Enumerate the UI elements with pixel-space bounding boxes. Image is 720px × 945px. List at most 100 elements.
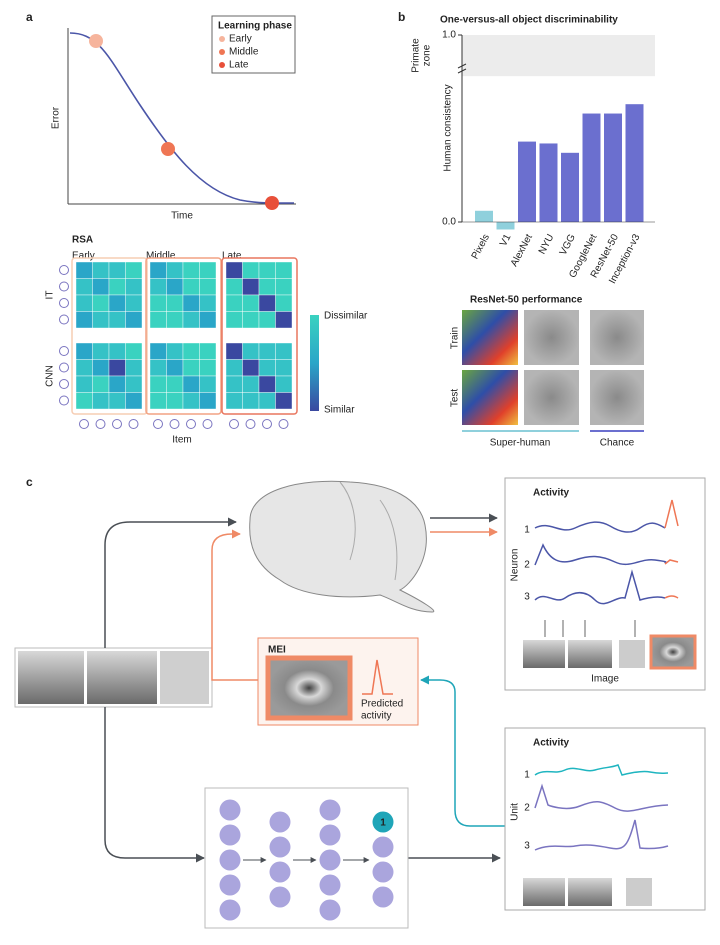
box-title: Activity — [533, 738, 570, 749]
item-icon — [229, 419, 239, 429]
mei-thumb — [649, 634, 697, 670]
panel-label: c — [26, 475, 33, 489]
row-label: 3 — [524, 841, 530, 852]
rsa-cell — [149, 278, 167, 296]
image-ticks — [544, 620, 636, 637]
mei-caption: Predicted — [361, 699, 403, 710]
rsa-cell — [242, 261, 260, 279]
rsa-cell — [149, 375, 167, 393]
rsa-cell — [125, 359, 143, 377]
mei-image — [265, 655, 353, 721]
rsa-cell — [92, 311, 110, 329]
legend-label: Early — [229, 34, 252, 45]
item-icon — [59, 395, 69, 406]
dog-image — [160, 651, 209, 704]
x-axis-label: Time — [171, 211, 193, 222]
x-tick-label: NYU — [537, 232, 557, 256]
rsa-cell — [92, 375, 110, 393]
item-icon — [153, 419, 163, 429]
unit — [319, 824, 341, 846]
rsa-cell — [92, 342, 110, 360]
arrow — [211, 529, 258, 681]
rsa-cell — [258, 311, 276, 329]
row-label: Train — [450, 327, 461, 349]
rsa-cell — [149, 294, 167, 312]
item-icon — [245, 419, 256, 429]
row-label: 2 — [524, 803, 530, 814]
legend-swatch — [219, 62, 225, 68]
rsa-cell — [242, 342, 260, 360]
rsa-cell — [225, 359, 243, 377]
rsa-cell — [166, 294, 184, 312]
box-title: Activity — [533, 488, 570, 499]
rsa-column-label: Middle — [146, 251, 176, 262]
rsa-cell — [75, 294, 93, 312]
rsa-cell — [149, 392, 167, 410]
rsa-cell — [225, 375, 243, 393]
arrow — [420, 675, 505, 827]
rsa-column-label: Late — [222, 251, 242, 262]
resnet-images — [462, 310, 644, 425]
trace — [664, 595, 679, 599]
rsa-cell — [258, 261, 276, 279]
arrow — [104, 517, 237, 648]
rsa-cell — [149, 261, 167, 279]
row-label: 3 — [524, 592, 530, 603]
rsa-cell — [166, 342, 184, 360]
rsa-row-label: IT — [45, 291, 56, 300]
rsa-cell — [182, 278, 200, 296]
rsa-cell — [75, 278, 93, 296]
rsa-cell — [242, 278, 260, 296]
rsa-cell — [75, 375, 93, 393]
x-tick-label: V1 — [498, 232, 514, 248]
group-label: Chance — [600, 438, 635, 449]
trace — [534, 543, 667, 566]
item-icon — [95, 419, 106, 429]
rsa-frame — [145, 257, 222, 415]
rsa-cell — [199, 392, 217, 410]
rsa-cell — [182, 311, 200, 329]
trace — [534, 764, 669, 776]
thumb — [568, 878, 612, 906]
rsa-cell — [225, 294, 243, 312]
bar — [582, 113, 601, 222]
unit — [269, 811, 291, 833]
network: 1 — [219, 799, 394, 921]
rsa-cell — [125, 278, 143, 296]
item-icon — [112, 419, 122, 429]
rsa-cell — [125, 392, 143, 410]
rsa-cell — [199, 359, 217, 377]
trace — [664, 559, 679, 565]
rsa-cell — [108, 261, 126, 279]
rsa-cell — [275, 342, 293, 360]
unit — [319, 874, 341, 896]
phase-point — [265, 196, 279, 210]
unit — [269, 836, 291, 858]
bar — [539, 143, 558, 222]
item-icon — [59, 314, 69, 325]
arrow — [104, 707, 205, 863]
rsa-cell — [258, 342, 276, 360]
learning-curve — [69, 32, 295, 204]
y-axis-label: Neuron — [510, 549, 521, 582]
rsa-cell — [182, 342, 200, 360]
y-axis-label: Human consistency — [443, 84, 454, 171]
bar — [604, 113, 622, 222]
rsa-cell — [225, 278, 243, 296]
adversarial-image — [524, 370, 579, 425]
rsa-cell — [275, 294, 293, 312]
legend-swatch — [219, 36, 225, 42]
bar — [496, 222, 515, 230]
adversarial-image — [524, 310, 579, 365]
unit — [219, 824, 241, 846]
rsa-cell — [108, 278, 126, 296]
primate-zone — [462, 35, 655, 77]
rsa-column-label: Early — [72, 251, 95, 262]
rsa-frame — [71, 257, 148, 415]
rsa-cell — [182, 294, 200, 312]
rsa-cell — [182, 392, 200, 410]
rsa-cell — [166, 261, 184, 279]
unit — [372, 886, 394, 908]
item-icon — [59, 265, 69, 275]
rsa-cell — [258, 375, 276, 393]
